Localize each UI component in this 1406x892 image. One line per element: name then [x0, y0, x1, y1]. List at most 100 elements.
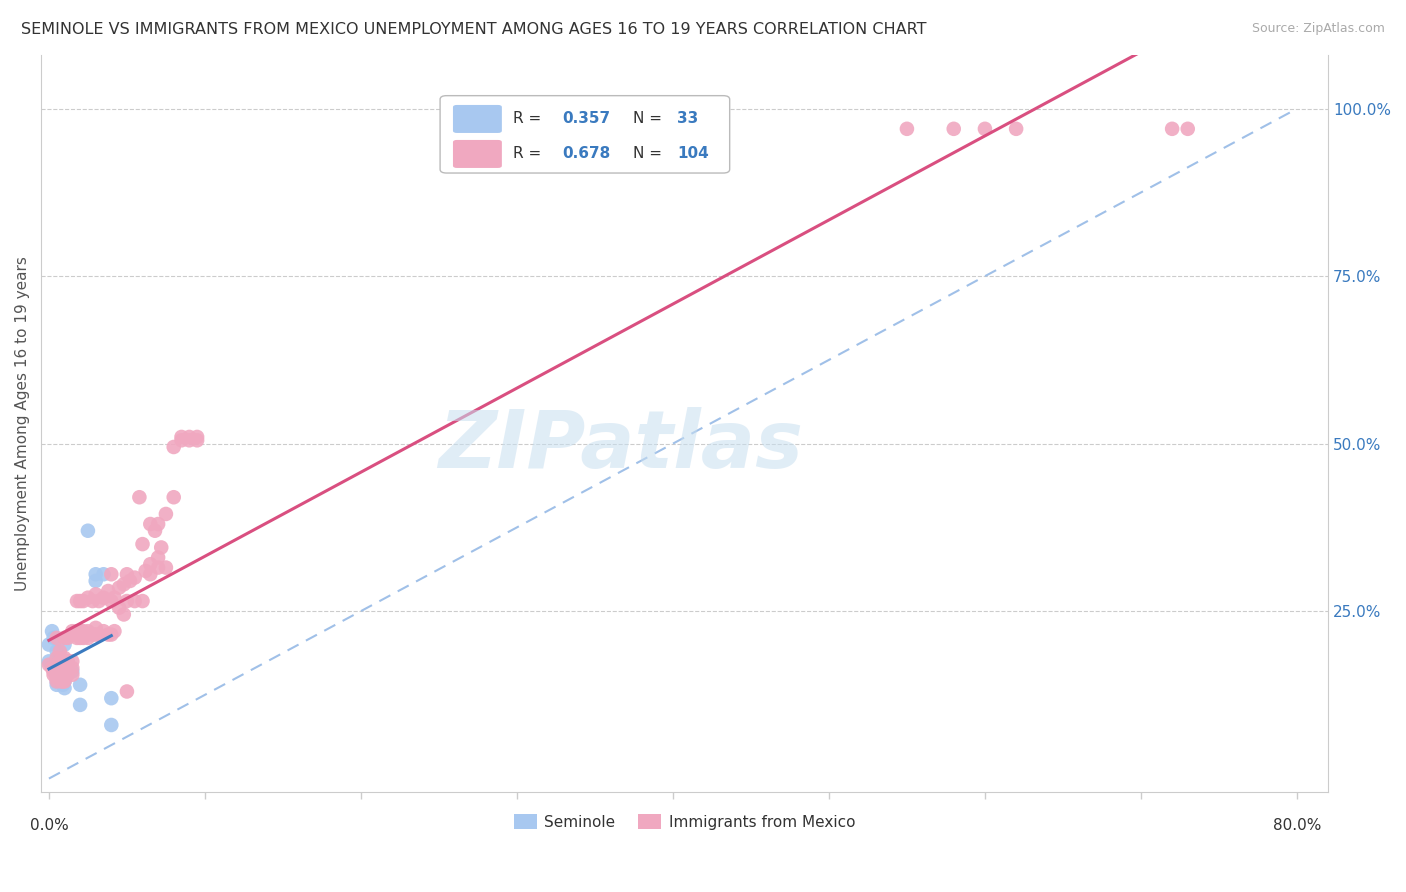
Point — [100, 627, 122, 641]
Point — [146, 550, 169, 565]
Point — [93, 591, 115, 605]
Text: N =: N = — [633, 112, 662, 127]
Point — [82, 594, 104, 608]
Point — [93, 624, 115, 639]
Point — [942, 121, 965, 136]
Point — [112, 577, 135, 591]
Point — [51, 667, 73, 681]
Point — [97, 584, 120, 599]
Point — [52, 667, 75, 681]
Point — [42, 631, 65, 645]
Point — [66, 624, 89, 639]
Point — [146, 560, 169, 574]
Point — [53, 638, 76, 652]
Point — [69, 698, 91, 712]
Point — [84, 627, 107, 641]
Point — [115, 567, 138, 582]
Point — [42, 665, 65, 679]
Point — [45, 674, 67, 689]
Text: 0.357: 0.357 — [562, 112, 610, 127]
Point — [45, 665, 67, 679]
Point — [186, 434, 208, 448]
Text: R =: R = — [513, 112, 547, 127]
Point — [163, 440, 186, 454]
Point — [118, 574, 141, 588]
Point — [49, 651, 72, 665]
Point — [170, 434, 193, 448]
Point — [45, 661, 67, 675]
Point — [135, 564, 157, 578]
Point — [150, 541, 173, 555]
Point — [139, 558, 162, 572]
Point — [108, 581, 131, 595]
Point — [56, 654, 79, 668]
Point — [45, 644, 67, 658]
Text: 0.0%: 0.0% — [30, 818, 69, 833]
Point — [42, 667, 65, 681]
Point — [53, 654, 76, 668]
Point — [53, 657, 76, 672]
Point — [53, 661, 76, 675]
Point — [52, 661, 75, 675]
FancyBboxPatch shape — [440, 95, 730, 173]
Point — [66, 594, 89, 608]
Point — [56, 661, 79, 675]
Point — [51, 667, 73, 681]
Point — [1177, 121, 1199, 136]
Point — [51, 674, 73, 689]
Point — [56, 661, 79, 675]
Point — [179, 430, 201, 444]
Point — [108, 600, 131, 615]
Point — [186, 430, 208, 444]
Point — [56, 667, 79, 681]
Point — [38, 654, 60, 668]
Point — [45, 674, 67, 689]
FancyBboxPatch shape — [453, 140, 502, 168]
Point — [53, 674, 76, 689]
Point — [72, 594, 94, 608]
Point — [84, 574, 107, 588]
Point — [93, 567, 115, 582]
Point — [53, 631, 76, 645]
Point — [77, 631, 100, 645]
Point — [896, 121, 918, 136]
Text: ZIPatlas: ZIPatlas — [437, 407, 803, 484]
Point — [131, 537, 153, 551]
Point — [115, 684, 138, 698]
Point — [155, 560, 177, 574]
Point — [52, 674, 75, 689]
Point — [38, 638, 60, 652]
Point — [139, 516, 162, 531]
Point — [49, 661, 72, 675]
Point — [53, 651, 76, 665]
Point — [45, 651, 67, 665]
Point — [77, 591, 100, 605]
Text: Source: ZipAtlas.com: Source: ZipAtlas.com — [1251, 22, 1385, 36]
Text: 0.678: 0.678 — [562, 146, 610, 161]
Point — [45, 631, 67, 645]
Legend: Seminole, Immigrants from Mexico: Seminole, Immigrants from Mexico — [508, 807, 862, 836]
Point — [1005, 121, 1028, 136]
Point — [51, 661, 73, 675]
Point — [97, 627, 120, 641]
Point — [100, 718, 122, 732]
Point — [53, 667, 76, 681]
Point — [84, 567, 107, 582]
Point — [100, 567, 122, 582]
Point — [87, 594, 110, 608]
Point — [77, 624, 100, 639]
Point — [103, 591, 125, 605]
Point — [56, 654, 79, 668]
Point — [84, 621, 107, 635]
Point — [53, 667, 76, 681]
Point — [170, 430, 193, 444]
Point — [163, 490, 186, 504]
Point — [72, 624, 94, 639]
Point — [53, 661, 76, 675]
Point — [1161, 121, 1184, 136]
Point — [45, 657, 67, 672]
Point — [69, 631, 91, 645]
Point — [131, 594, 153, 608]
Point — [51, 665, 73, 679]
Point — [45, 657, 67, 672]
